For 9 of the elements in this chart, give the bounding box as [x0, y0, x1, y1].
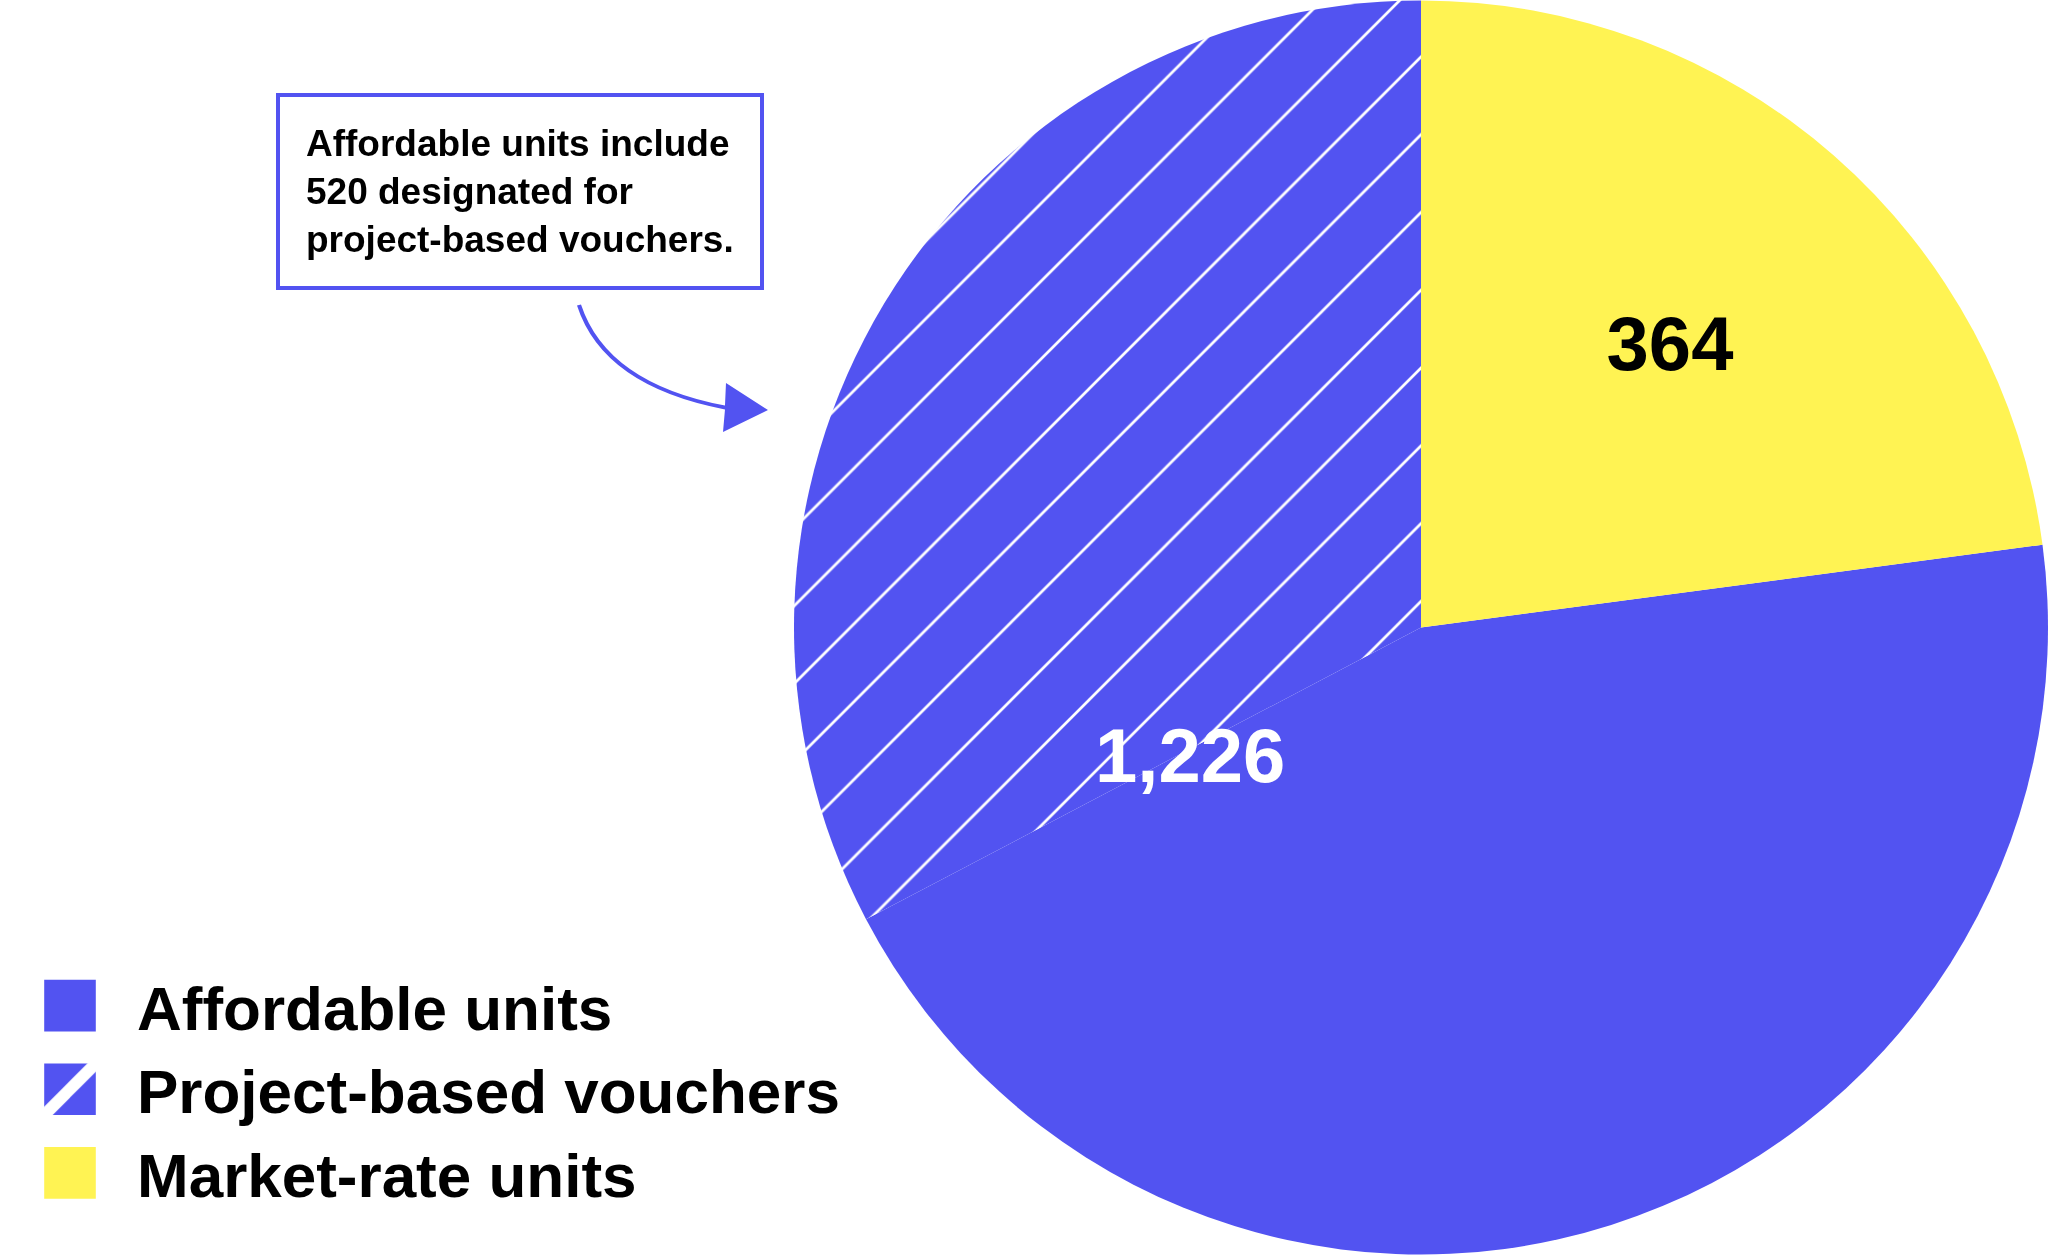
pie-slice: [1421, 0, 2043, 628]
pie-slice: [866, 544, 2048, 1254]
text: Affordable units include 520 designated for project-based vouchers.: [306, 123, 734, 261]
legend-label: Affordable units: [137, 973, 613, 1043]
text: 1,226: [1095, 713, 1286, 798]
pie-slice: [794, 0, 1421, 920]
legend-label: Market-rate units: [137, 1141, 637, 1211]
data-label: 364: [1606, 300, 1734, 386]
legend-label: Project-based vouchers: [137, 1057, 840, 1127]
